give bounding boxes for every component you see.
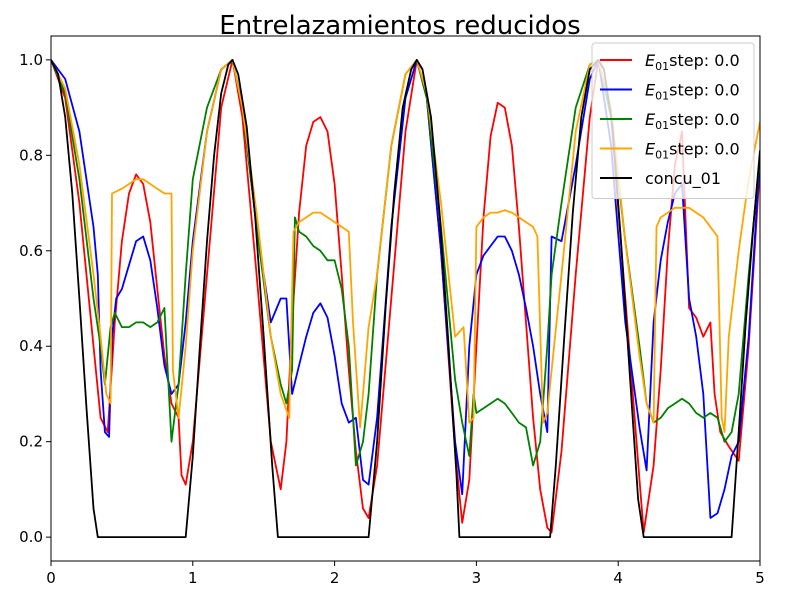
y-tick-label: 0.4 bbox=[19, 337, 43, 355]
x-tick-label: 1 bbox=[188, 569, 198, 587]
y-tick-label: 1.0 bbox=[19, 51, 43, 69]
legend-label: concu_01 bbox=[645, 169, 721, 189]
x-tick-label: 4 bbox=[613, 569, 623, 587]
legend-label: E01step: 0.0 bbox=[645, 140, 740, 162]
legend-box bbox=[591, 42, 755, 199]
x-tick-label: 0 bbox=[46, 569, 56, 587]
legend-label: E01step: 0.0 bbox=[645, 110, 740, 132]
y-tick-label: 0.8 bbox=[19, 146, 43, 164]
legend: E01step: 0.0 E01step: 0.0 E01step: 0.0 E01s… bbox=[591, 42, 755, 199]
legend-label: E01step: 0.0 bbox=[645, 81, 740, 103]
x-tick-label: 3 bbox=[472, 569, 482, 587]
y-tick-label: 0.0 bbox=[19, 528, 43, 546]
x-tick-label: 2 bbox=[330, 569, 340, 587]
y-tick-label: 0.2 bbox=[19, 433, 43, 451]
plot-frame bbox=[50, 35, 761, 562]
x-tick-label: 5 bbox=[755, 569, 765, 587]
x-axis: 0 1 2 3 4 5 bbox=[46, 561, 765, 587]
legend-label: E01step: 0.0 bbox=[645, 51, 740, 73]
y-tick-label: 0.6 bbox=[19, 242, 43, 260]
y-axis: 0.0 0.2 0.4 0.6 0.8 1.0 bbox=[19, 51, 51, 546]
